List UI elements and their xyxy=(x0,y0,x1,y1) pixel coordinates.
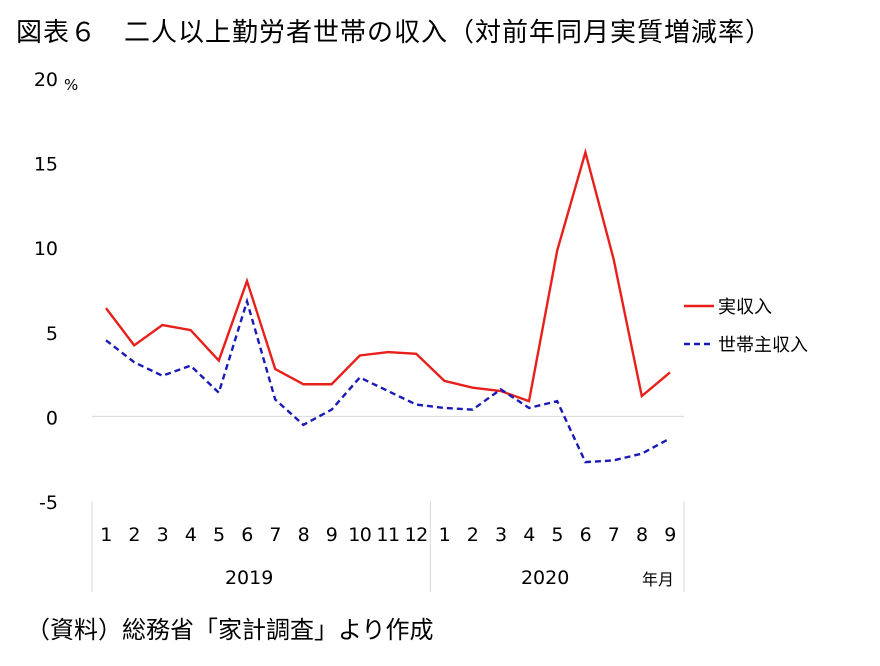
x-tick-label: 6 xyxy=(580,524,592,546)
y-tick-label: 0 xyxy=(46,407,58,429)
x-tick-label: 5 xyxy=(213,524,225,546)
y-tick-label: -5 xyxy=(39,492,58,514)
x-tick-label: 10 xyxy=(348,524,371,546)
x-tick-label: 1 xyxy=(100,524,112,546)
y-tick-label: 20 xyxy=(34,69,58,91)
x-tick-label: 5 xyxy=(551,524,563,546)
series-line-1 xyxy=(105,147,671,403)
x-tick-label: 12 xyxy=(405,524,428,546)
x-year-label: 2020 xyxy=(521,567,569,589)
legend-box xyxy=(678,286,838,368)
x-tick-label: 2 xyxy=(467,524,479,546)
x-year-label: 2019 xyxy=(225,567,273,589)
chart-title: 図表６ 二人以上勤労者世帯の収入（対前年同月実質増減率） xyxy=(16,18,773,48)
x-tick-label: 3 xyxy=(157,524,169,546)
x-tick-label: 2 xyxy=(128,524,140,546)
x-tick-label: 1 xyxy=(439,524,451,546)
x-tick-label: 8 xyxy=(298,524,310,546)
x-tick-label: 11 xyxy=(376,524,399,546)
x-tick-label: 8 xyxy=(636,524,648,546)
legend-label-1: 実収入 xyxy=(718,297,772,318)
y-tick-label: 15 xyxy=(34,154,58,176)
x-tick-label: 6 xyxy=(241,524,253,546)
x-tick-label: 7 xyxy=(269,524,281,546)
x-unit-label: 年月 xyxy=(642,570,674,589)
x-tick-label: 4 xyxy=(185,524,197,546)
series-line-2 xyxy=(105,297,671,464)
x-tick-label: 9 xyxy=(664,524,676,546)
x-tick-label: 7 xyxy=(608,524,620,546)
y-unit-label: % xyxy=(64,76,78,94)
y-tick-label: 5 xyxy=(46,323,58,345)
x-tick-label: 3 xyxy=(495,524,507,546)
y-tick-label: 10 xyxy=(34,238,58,260)
x-tick-label: 4 xyxy=(523,524,535,546)
x-tick-label: 9 xyxy=(326,524,338,546)
source-note: （資料）総務省「家計調査」より作成 xyxy=(26,616,434,644)
legend-label-2: 世帯主収入 xyxy=(718,335,808,356)
